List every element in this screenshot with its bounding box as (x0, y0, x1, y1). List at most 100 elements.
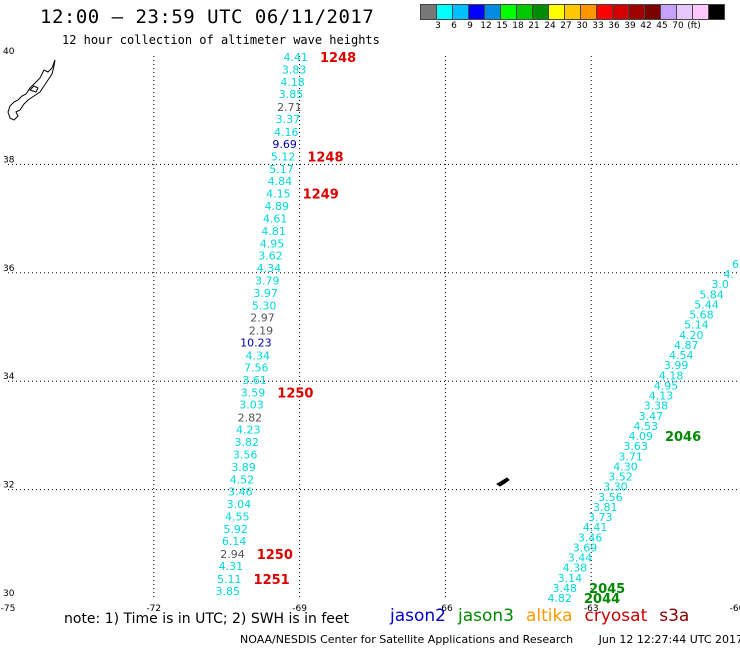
swh-reading: 3.83 (282, 64, 307, 77)
swh-reading: 4.84 (268, 175, 293, 188)
swh-reading: 4.30 (613, 460, 638, 473)
satellite-legend: jason2 jason3 altika cryosat s3a (390, 606, 701, 626)
pass-number-label: 1250 (257, 548, 293, 563)
swh-reading: 4.31 (219, 560, 244, 573)
swh-reading: 3.0 (711, 278, 729, 291)
swh-reading: 4.61 (263, 212, 288, 225)
swh-reading: 3.03 (239, 399, 264, 412)
footer-timestamp: Jun 12 12:27:44 UTC 2017 (598, 633, 740, 646)
swh-reading: 6.14 (222, 535, 247, 548)
swh-reading: 3.69 (573, 541, 598, 554)
swh-reading: 4.13 (649, 390, 674, 403)
y-tick-label: 34 (3, 372, 15, 382)
swh-reading: 4.53 (634, 420, 659, 433)
color-scale-label: 18 (512, 21, 524, 31)
swh-reading: 4.95 (654, 379, 679, 392)
swh-reading: 5.84 (699, 288, 724, 301)
swh-reading: 5.14 (684, 319, 709, 332)
swh-reading: 3.38 (644, 400, 669, 413)
color-scale: 3 6 9 12 15 18 21 24 27 30 33 36 39 42 45 70 (ft) (420, 4, 725, 32)
color-scale-label: 39 (624, 21, 636, 31)
x-tick-label: -72 (146, 604, 161, 614)
swh-reading: 4.82 (548, 592, 573, 605)
swh-reading: 4.41 (583, 521, 608, 534)
pass-number-label: 1249 (303, 187, 339, 202)
swh-reading: 3.56 (233, 449, 258, 462)
swh-reading: 3.73 (588, 511, 613, 524)
swh-reading: 2.19 (249, 324, 274, 337)
swh-reading: 3.61 (242, 374, 267, 387)
swh-reading: 5.68 (689, 309, 714, 322)
color-scale-labels: 3 6 9 12 15 18 21 24 27 30 33 36 39 42 45 70 (ft) (420, 20, 724, 32)
coastline-outline (7, 59, 56, 121)
y-tick-label: 40 (3, 47, 15, 57)
swh-reading: 5.12 (271, 150, 296, 163)
map-subtitle: 12 hour collection of altimeter wave hei… (62, 33, 380, 47)
x-tick-label: -75 (1, 604, 16, 614)
pass-number-label: 2044 (584, 592, 620, 607)
map-title: 12:00 – 23:59 UTC 06/11/2017 (40, 6, 375, 28)
swh-reading: 4.18 (280, 76, 305, 89)
swh-reading: 2.82 (238, 411, 263, 424)
color-scale-label: 3 (435, 21, 441, 31)
color-scale-label: 12 (480, 21, 492, 31)
swh-reading: 4.18 (659, 369, 684, 382)
swh-reading: 3.85 (216, 585, 241, 598)
swh-reading: 3.59 (241, 386, 266, 399)
color-scale-label: 30 (576, 21, 588, 31)
swh-reading: 3.71 (618, 450, 643, 463)
swh-reading: 4.34 (257, 262, 282, 275)
swh-reading: 3.04 (227, 498, 252, 511)
color-scale-label: 33 (592, 21, 604, 31)
pass-number-label: 1250 (277, 386, 313, 401)
swh-reading: 3.46 (228, 486, 253, 499)
bermuda-island (496, 477, 510, 487)
pass-number-label: 2045 (589, 582, 625, 597)
color-scale-swatches (420, 4, 725, 20)
swh-reading: 4.55 (225, 511, 250, 524)
satellite-legend-jason3: jason3 (458, 606, 514, 626)
altimeter-tracks: 4.413.834.183.852.713.374.169.695.125.17… (216, 51, 740, 605)
swh-reading: 4.89 (265, 200, 290, 213)
swh-reading: 4.81 (261, 225, 286, 238)
color-scale-label: 36 (608, 21, 620, 31)
lat-lon-grid: -75 -72 -69 -66 -63 -60 40 38 36 34 32 30 (1, 47, 740, 614)
color-scale-label: (ft) (687, 21, 701, 31)
swh-reading: 7.56 (244, 362, 269, 375)
swh-reading: 3.52 (608, 471, 633, 484)
footer-agency: NOAA/NESDIS Center for Satellite Applica… (240, 633, 574, 646)
x-tick-label: -69 (292, 604, 307, 614)
swh-reading: 2.97 (250, 312, 275, 325)
swh-reading: 6 (732, 258, 739, 271)
swh-reading: 4.16 (274, 126, 299, 139)
y-tick-label: 32 (3, 481, 14, 491)
swh-reading: 3.85 (279, 88, 304, 101)
x-tick-label: -66 (438, 604, 453, 614)
color-scale-label: 27 (560, 21, 572, 31)
swh-reading: 4.38 (563, 562, 588, 575)
y-tick-label: 38 (3, 155, 15, 165)
color-scale-label: 6 (451, 21, 457, 31)
swh-reading: 3.14 (558, 572, 583, 585)
footer: NOAA/NESDIS Center for Satellite Applica… (240, 633, 740, 646)
x-tick-label: -63 (584, 604, 599, 614)
color-scale-label: 15 (496, 21, 508, 31)
color-scale-label: 9 (467, 21, 473, 31)
satellite-legend-cryosat: cryosat (584, 606, 648, 626)
pass-number-label: 1251 (254, 573, 290, 588)
swh-reading: 2.94 (220, 548, 245, 561)
swh-reading: 4.15 (266, 187, 291, 200)
pass-number-label: 1248 (307, 150, 343, 165)
swh-reading: 4.41 (284, 51, 309, 64)
swh-reading: 3.82 (234, 436, 259, 449)
swh-reading: 5.30 (252, 299, 277, 312)
swh-reading: 4.87 (674, 339, 699, 352)
swh-reading: 3.46 (578, 531, 603, 544)
swh-reading: 3.99 (664, 359, 689, 372)
y-tick-label: 30 (3, 589, 15, 599)
swh-reading: 5.17 (269, 163, 294, 176)
swh-reading: 4.95 (260, 237, 285, 250)
